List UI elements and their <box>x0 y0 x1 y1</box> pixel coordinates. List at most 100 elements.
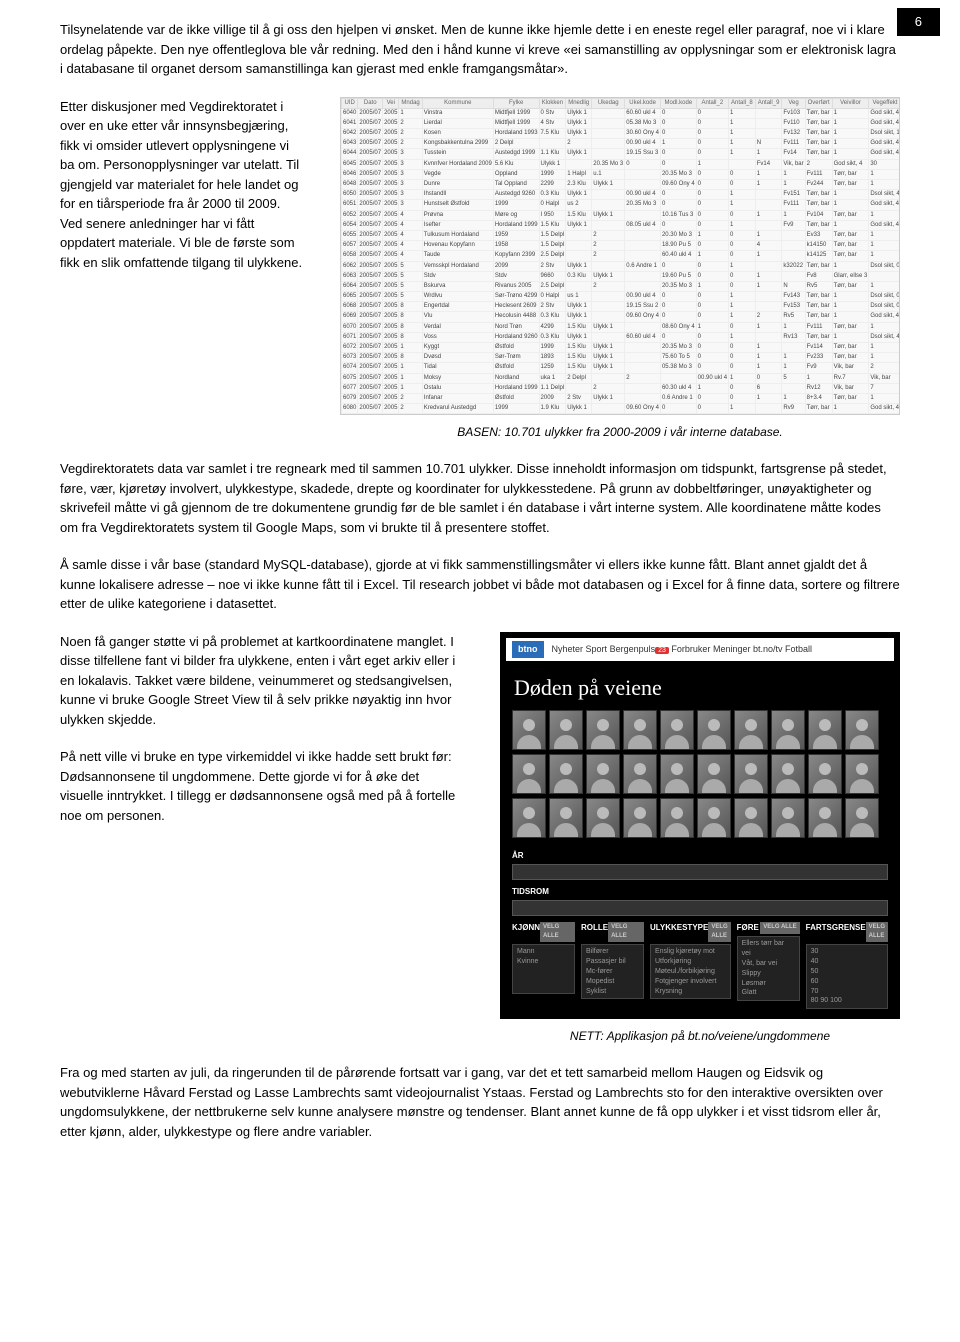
db-row: 60582005/0720054TaudeKopyfann 23992.5 De… <box>342 251 901 261</box>
portrait-thumb <box>808 798 842 838</box>
db-header-cell: Vegeffekt <box>869 98 900 108</box>
db-header-cell: Dato <box>358 98 383 108</box>
webapp-nav-item: Meninger <box>713 644 751 654</box>
db-row: 60432005/0720052Kongsbakkentulna 29992 D… <box>342 139 901 149</box>
paragraph-4: Fra og med starten av juli, da ringerund… <box>60 1063 900 1141</box>
portrait-thumb <box>512 710 546 750</box>
wrap-paragraph-3: På nett ville vi bruke en type virkemidd… <box>60 747 465 825</box>
portrait-thumb <box>734 754 768 794</box>
db-row: 60572005/0720054Hovenau Kopyfann19581.5 … <box>342 241 901 251</box>
portrait-thumb <box>623 754 657 794</box>
db-row: 60422005/0720052KosenHordaland 19937.5 K… <box>342 129 901 139</box>
wrap-paragraph-1: Etter diskusjoner med Vegdirektoratet i … <box>60 97 305 273</box>
portrait-thumb <box>660 710 694 750</box>
page-number: 6 <box>897 8 940 36</box>
webapp-nav: btno Nyheter Sport Bergenpuls23 Forbruke… <box>506 638 894 662</box>
filter-column: ROLLEVELG ALLEBilførerPassasjer bilMc-fø… <box>581 922 644 999</box>
database-screenshot: UIDDatoVeiMndagKommuneFylkeKlokkenMnedli… <box>340 97 900 416</box>
wrap-paragraph-2: Noen få ganger støtte vi på problemet at… <box>60 632 465 730</box>
portrait-thumb <box>549 710 583 750</box>
paragraph-3: Å samle disse i vår base (standard MySQL… <box>60 555 900 614</box>
webapp-logo: btno <box>512 641 544 659</box>
database-caption: BASEN: 10.701 ulykker fra 2000-2009 i vå… <box>340 423 900 441</box>
portrait-grid <box>506 710 894 846</box>
webapp-nav-item: Forbruker <box>671 644 710 654</box>
db-row: 60772005/0720051OstaluHordaland 19991.1 … <box>342 383 901 393</box>
db-row: 60442005/0720053TussteinAustedgd 19991.1… <box>342 149 901 159</box>
portrait-thumb <box>771 710 805 750</box>
portrait-thumb <box>845 798 879 838</box>
portrait-thumb <box>845 754 879 794</box>
portrait-thumb <box>697 710 731 750</box>
db-header-cell: Mndag <box>399 98 422 108</box>
db-row: 60692005/0720058VluHecolusin 44880.3 Klu… <box>342 312 901 322</box>
db-row: 60682005/0720058EngertdalHeclesent 26092… <box>342 302 901 312</box>
portrait-thumb <box>771 798 805 838</box>
db-header-cell: Vei <box>383 98 399 108</box>
portrait-thumb <box>808 710 842 750</box>
db-header-cell: Antall_2 <box>696 98 728 108</box>
db-row: 60622005/0720055Vemsskpl Hordaland20992 … <box>342 261 901 271</box>
filter-column: ULYKKESTYPEVELG ALLEEnslig kjøretøy motU… <box>650 922 731 999</box>
db-row: 60642005/0720055BskurvaRivanus 20052.5 D… <box>342 281 901 291</box>
db-row: 60502005/0720053IhstandllAustedgd 92600.… <box>342 190 901 200</box>
intro-paragraph: Tilsynelatende var de ikke villige til å… <box>60 20 900 79</box>
db-header-cell: UID <box>342 98 358 108</box>
portrait-thumb <box>549 798 583 838</box>
portrait-thumb <box>697 754 731 794</box>
webapp-nav-item: Sport <box>586 644 608 654</box>
db-header-cell: Ukel.kode <box>625 98 661 108</box>
db-row: 60542005/0720054IsefterHordaland 19991.5… <box>342 220 901 230</box>
db-row: 60722005/0720051KyggtØstfold19991.5 KluU… <box>342 343 901 353</box>
portrait-thumb <box>549 754 583 794</box>
db-header-cell: Fylke <box>493 98 539 108</box>
db-header-cell: Modl.kode <box>660 98 696 108</box>
db-row: 60792005/0720052InfanarØstfold20092 StvU… <box>342 393 901 403</box>
db-row: 60742005/0720051TidalØstfold12591.5 KluU… <box>342 363 901 373</box>
filter-column: FØREVELG ALLEEllers tørr bar veiVåt, bar… <box>737 922 800 1001</box>
db-row: 60522005/0720054PrøvnaMøre ogI 9501.5 Kl… <box>342 210 901 220</box>
db-row: 60552005/0720054Tulkusum Hordaland19591.… <box>342 230 901 240</box>
portrait-thumb <box>697 798 731 838</box>
db-row: 60752005/0720051MoksyNordlanduka 12 Delp… <box>342 373 901 383</box>
db-row: 60412005/0720052LierdalMidtfjell 19994 S… <box>342 118 901 128</box>
filter-column: FARTSGRENSEVELG ALLE304050607080 90 100 <box>806 922 888 1009</box>
portrait-thumb <box>586 798 620 838</box>
db-row: 60482005/0720053DunreTal Oppland22992.3 … <box>342 180 901 190</box>
webapp-screenshot: btno Nyheter Sport Bergenpuls23 Forbruke… <box>500 632 900 1019</box>
webapp-nav-item: Bergenpuls <box>610 644 656 654</box>
portrait-thumb <box>771 754 805 794</box>
db-header-cell: Ukedag <box>592 98 625 108</box>
db-header-cell: Antall_9 <box>755 98 782 108</box>
db-row: 60732005/0720058DvøsdSør-Trøm18931.5 Klu… <box>342 353 901 363</box>
portrait-thumb <box>808 754 842 794</box>
db-row: 60702005/0720058VerdalNord Trøn42991.5 K… <box>342 322 901 332</box>
portrait-thumb <box>660 798 694 838</box>
timeline-bar <box>512 864 888 880</box>
portrait-thumb <box>734 798 768 838</box>
portrait-thumb <box>845 710 879 750</box>
portrait-thumb <box>586 710 620 750</box>
webapp-nav-item: Nyheter <box>552 644 584 654</box>
filter-column: KJØNNVELG ALLEMannKvinne <box>512 922 575 994</box>
db-header-cell: Mnedlig <box>566 98 592 108</box>
portrait-thumb <box>623 798 657 838</box>
db-row: 60632005/0720055StdvStdv96600.3 KluUlykk… <box>342 271 901 281</box>
db-row: 60652005/0720055WrdlvuSør-Trøno 42990 Ha… <box>342 292 901 302</box>
webapp-caption: NETT: Applikasjon på bt.no/veiene/ungdom… <box>500 1027 900 1045</box>
webapp-nav-item: Fotball <box>785 644 812 654</box>
portrait-thumb <box>734 710 768 750</box>
portrait-thumb <box>660 754 694 794</box>
db-row: 60712005/0720058VossHordaland 92600.3 Kl… <box>342 332 901 342</box>
portrait-thumb <box>512 798 546 838</box>
db-header-cell: Kommune <box>422 98 493 108</box>
db-row: 60512005/0720053Hunstselt Østfold19990 H… <box>342 200 901 210</box>
portrait-thumb <box>512 754 546 794</box>
webapp-nav-item: bt.no/tv <box>753 644 783 654</box>
db-row: 60452005/0720053Kvnnfver Hordaland 20095… <box>342 159 901 169</box>
db-header-cell: Overført <box>805 98 832 108</box>
filter-row: KJØNNVELG ALLEMannKvinneROLLEVELG ALLEBi… <box>506 918 894 1013</box>
db-row: 60402005/0720051VinstraMidtfjell 19990 S… <box>342 108 901 118</box>
db-header-cell: Veg <box>782 98 805 108</box>
portrait-thumb <box>586 754 620 794</box>
